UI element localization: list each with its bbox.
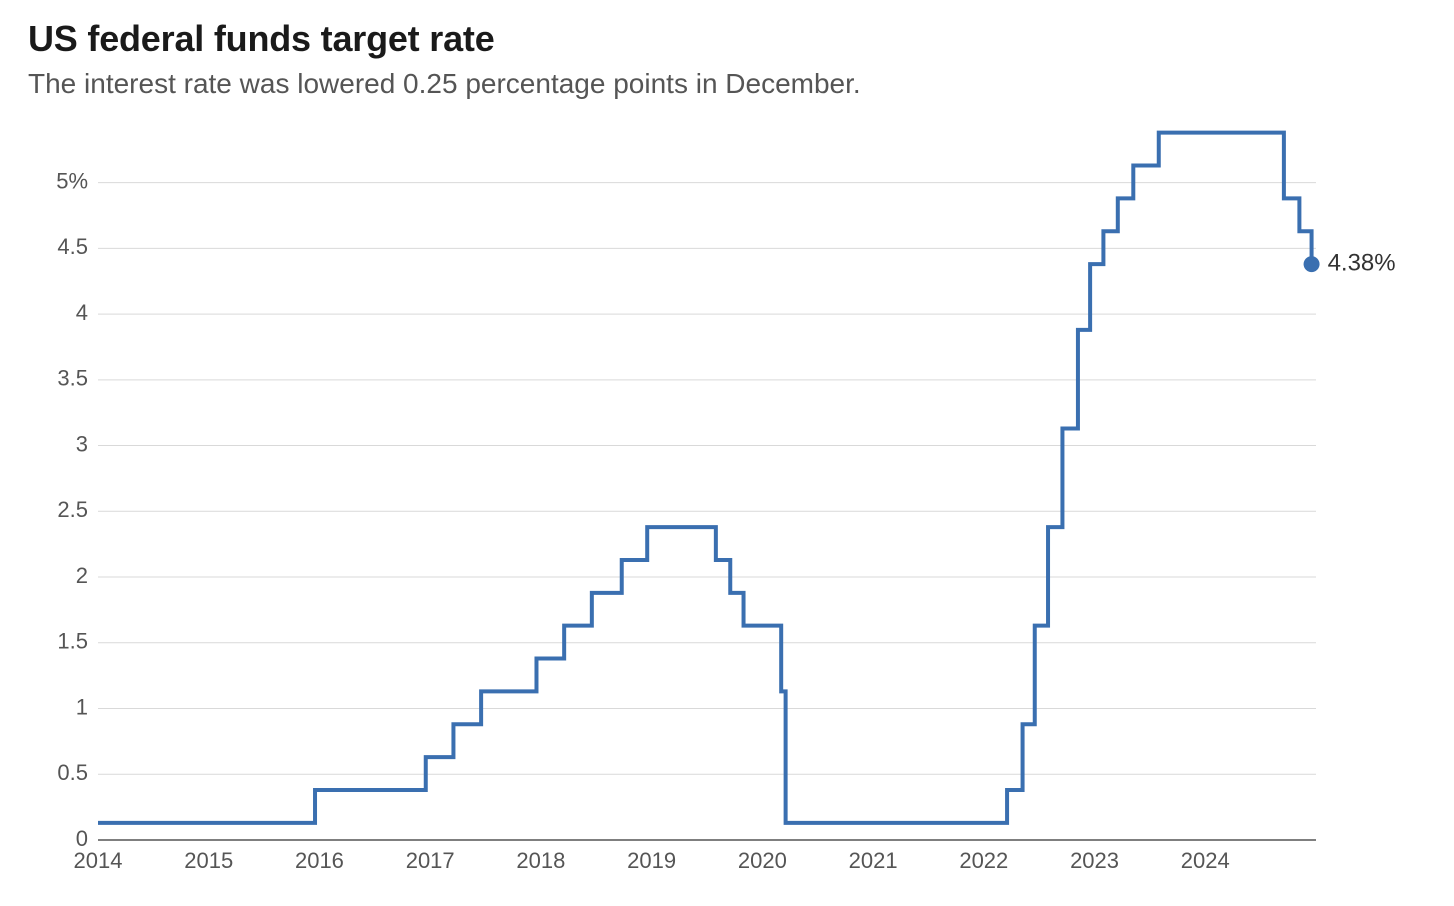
y-tick-label: 4 (76, 300, 88, 325)
x-tick-label: 2022 (959, 848, 1008, 873)
end-point-label: 4.38% (1328, 249, 1396, 276)
x-tick-label: 2014 (74, 848, 123, 873)
y-tick-label: 5% (56, 168, 88, 193)
end-point-dot (1304, 256, 1320, 272)
chart-title: US federal funds target rate (28, 18, 1426, 60)
y-tick-label: 2.5 (57, 497, 88, 522)
chart-container: US federal funds target rate The interes… (0, 0, 1454, 890)
chart-plot-area: 00.511.522.533.544.55%201420152016201720… (28, 120, 1426, 890)
y-tick-label: 0.5 (57, 760, 88, 785)
x-tick-label: 2021 (849, 848, 898, 873)
y-tick-label: 1.5 (57, 629, 88, 654)
y-tick-label: 2 (76, 563, 88, 588)
x-tick-label: 2020 (738, 848, 787, 873)
y-tick-label: 3 (76, 431, 88, 456)
x-tick-label: 2024 (1181, 848, 1230, 873)
x-tick-label: 2018 (516, 848, 565, 873)
chart-svg: 00.511.522.533.544.55%201420152016201720… (28, 120, 1426, 890)
rate-step-line (98, 133, 1312, 823)
x-tick-label: 2023 (1070, 848, 1119, 873)
y-tick-label: 1 (76, 694, 88, 719)
y-tick-label: 3.5 (57, 366, 88, 391)
x-tick-label: 2016 (295, 848, 344, 873)
x-tick-label: 2017 (406, 848, 455, 873)
chart-subtitle: The interest rate was lowered 0.25 perce… (28, 68, 1426, 100)
x-tick-label: 2019 (627, 848, 676, 873)
x-tick-label: 2015 (184, 848, 233, 873)
y-tick-label: 4.5 (57, 234, 88, 259)
